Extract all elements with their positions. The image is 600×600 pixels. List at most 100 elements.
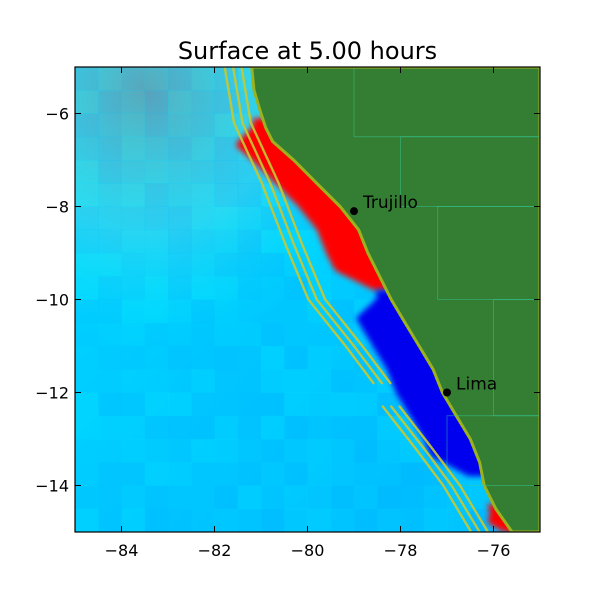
ocean-block [98, 113, 122, 138]
ocean-block [144, 67, 169, 91]
ocean-block [330, 462, 355, 486]
ocean-block [121, 415, 146, 440]
ocean-block [284, 322, 308, 347]
ocean-block [191, 369, 215, 393]
ocean-block [98, 90, 122, 114]
ocean-block [144, 462, 169, 486]
ocean-block [144, 508, 169, 532]
ocean-block [354, 485, 378, 510]
ocean-block [168, 67, 192, 91]
ocean-block [214, 392, 239, 417]
ocean-block [168, 113, 192, 138]
ocean-block [144, 136, 169, 161]
ocean-block [98, 415, 122, 440]
ocean-block [121, 229, 146, 254]
fault-line [390, 405, 481, 532]
ocean-block [237, 369, 262, 393]
ocean-block [237, 462, 262, 486]
ocean-block [214, 369, 239, 393]
ocean-block [121, 485, 146, 510]
ocean-block [98, 299, 122, 324]
ocean-block [121, 439, 146, 463]
x-tick-label: −78 [384, 541, 418, 560]
ocean-block [191, 90, 215, 114]
ocean-block [214, 229, 239, 254]
ocean-block [214, 253, 239, 277]
y-tick-label: −14 [35, 477, 69, 496]
ocean-block [168, 415, 192, 440]
fault-line [381, 405, 473, 532]
ocean-block [400, 462, 425, 486]
ocean-block [237, 415, 262, 440]
ocean-block [191, 113, 215, 138]
x-axis: −84 −82 −80 −78 −76 [105, 67, 510, 560]
ocean-block [307, 439, 332, 463]
ocean-block [98, 322, 122, 347]
ocean-block [214, 136, 239, 161]
ocean-block [168, 346, 192, 370]
ocean-block [75, 439, 99, 463]
ocean-block [214, 415, 239, 440]
ocean-block [168, 276, 192, 300]
x-tick-label: −82 [198, 541, 232, 560]
city-dot [443, 388, 451, 397]
ocean-block [400, 508, 425, 532]
ocean-block [75, 299, 99, 324]
ocean-block [98, 183, 122, 207]
ocean-block [168, 485, 192, 510]
ocean-block [447, 508, 471, 532]
ocean-block [191, 206, 215, 231]
city-markers: Trujillo Lima [350, 193, 497, 397]
ocean-block [330, 392, 355, 417]
ocean-block [237, 206, 262, 231]
ocean-block [144, 253, 169, 277]
ocean-block [75, 415, 99, 440]
ocean-block [237, 183, 262, 207]
ocean-block [191, 439, 215, 463]
ocean-block [330, 415, 355, 440]
ocean-block [261, 322, 285, 347]
ocean-block [261, 415, 285, 440]
ocean-block [307, 508, 332, 532]
ocean-block [98, 462, 122, 486]
ocean-block [261, 508, 285, 532]
ocean-block [330, 439, 355, 463]
ocean-block [284, 415, 308, 440]
ocean-block [307, 322, 332, 347]
ocean-block [191, 229, 215, 254]
ocean-block [144, 392, 169, 417]
ocean-block [98, 346, 122, 370]
ocean-block [121, 369, 146, 393]
x-tick-label: −84 [105, 541, 139, 560]
ocean-block [214, 346, 239, 370]
ocean-block [191, 276, 215, 300]
ocean-block [330, 276, 355, 300]
ocean-block [121, 299, 146, 324]
ocean-block [75, 229, 99, 254]
ocean-block [144, 299, 169, 324]
ocean-block [261, 462, 285, 486]
ocean-block [75, 206, 99, 231]
ocean-block [284, 462, 308, 486]
ocean-block [307, 392, 332, 417]
ocean-block [237, 160, 262, 184]
ocean-block [191, 346, 215, 370]
ocean-block [75, 508, 99, 532]
fault-line [240, 67, 392, 385]
fault-line [231, 67, 384, 385]
chart-title: Surface at 5.00 hours [178, 37, 437, 65]
ocean-block [144, 90, 169, 114]
ocean-block [284, 299, 308, 324]
ocean-block [377, 439, 401, 463]
ocean-block [191, 160, 215, 184]
ocean-block [98, 508, 122, 532]
ocean-block [121, 183, 146, 207]
ocean-block [214, 206, 239, 231]
ocean-block [168, 508, 192, 532]
land-grid-box [446, 415, 540, 486]
ocean-block [237, 276, 262, 300]
wave-band-crest [236, 118, 394, 291]
ocean-block [191, 253, 215, 277]
ocean-block [144, 346, 169, 370]
ocean-block [214, 508, 239, 532]
